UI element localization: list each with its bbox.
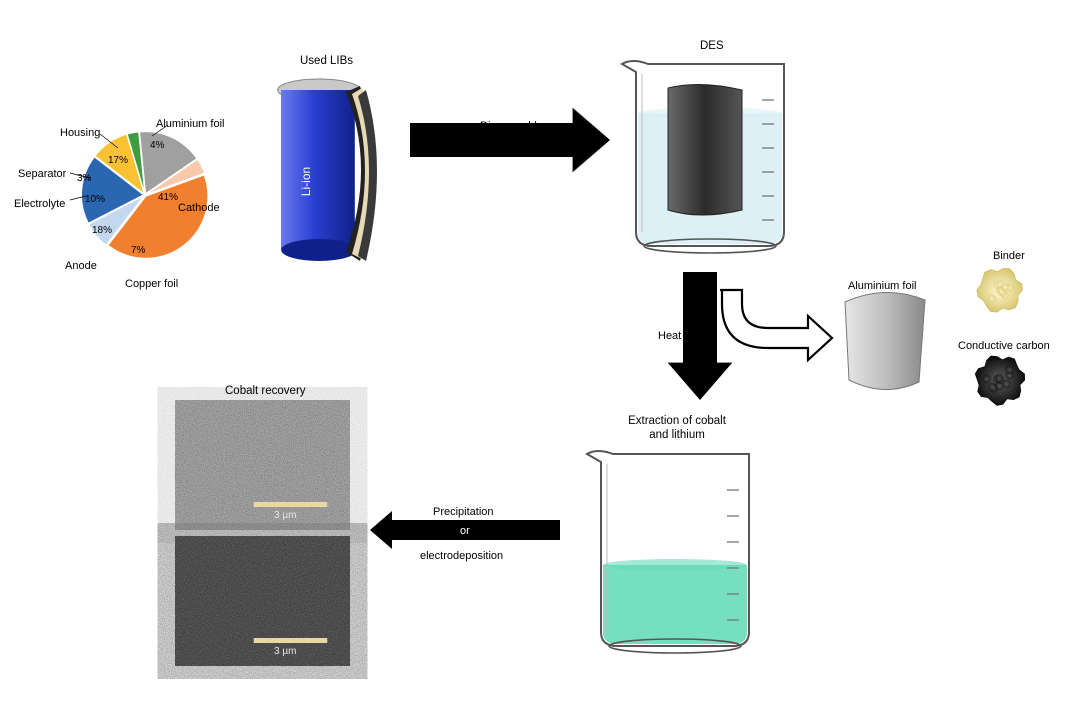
- svg-text:3 µm: 3 µm: [274, 646, 296, 657]
- arrow-disassemble-label: Disassemble: [480, 120, 543, 132]
- pie-label-cathode: Cathode: [178, 202, 220, 214]
- pie-label-anode: Anode: [65, 260, 97, 272]
- battery-illustration: Li-ion: [278, 79, 377, 261]
- pie-pct-electrolyte: 10%: [85, 194, 105, 205]
- beaker-extraction: [587, 451, 749, 653]
- pie-pct-cathode: 41%: [158, 192, 178, 203]
- pie-pct-housing: 17%: [108, 155, 128, 166]
- binder-label: Binder: [993, 250, 1025, 262]
- svg-text:3 µm: 3 µm: [274, 510, 296, 521]
- arrow-recovery-or: or: [460, 525, 470, 537]
- pie-pct-copper: 7%: [131, 245, 145, 256]
- pie-chart: [70, 125, 208, 258]
- pie-label-copper: Copper foil: [125, 278, 178, 290]
- separation-pipe: [720, 290, 832, 360]
- pie-pct-separator: 3%: [77, 173, 91, 184]
- diagram-canvas: Li-ion 3 µm 3 µm: [0, 0, 1076, 703]
- pie-label-electrolyte: Electrolyte: [14, 198, 65, 210]
- pie-label-separator: Separator: [18, 168, 66, 180]
- pie-label-housing: Housing: [60, 127, 100, 139]
- arrow-recovery-label1: Precipitation: [433, 506, 494, 518]
- svg-text:Li-ion: Li-ion: [299, 167, 313, 196]
- cobalt-recovery-title: Cobalt recovery: [225, 385, 306, 397]
- pie-label-alfoil: Aluminium foil: [156, 118, 224, 130]
- aluminium-foil: [845, 292, 925, 389]
- pie-pct-anode: 18%: [92, 225, 112, 236]
- arrow-disassemble: [410, 108, 610, 173]
- arrow-recovery-label2: electrodeposition: [420, 550, 503, 562]
- pie-pct-alfoil: 4%: [150, 140, 164, 151]
- carbon-label: Conductive carbon: [958, 340, 1050, 352]
- cobalt-recovery-images: 3 µm 3 µm: [175, 400, 350, 666]
- carbon-blob: [975, 356, 1025, 405]
- battery-title: Used LIBs: [300, 55, 353, 67]
- beaker-extraction-title: Extraction of cobalt and lithium: [617, 415, 737, 443]
- binder-blob: [977, 268, 1023, 312]
- beaker-extraction-title-text: Extraction of cobalt and lithium: [628, 415, 726, 441]
- arrow-heat-label: Heat: [658, 330, 681, 342]
- beaker-des: [622, 61, 784, 253]
- beaker-des-title: DES: [700, 40, 724, 52]
- aluminium-foil-label: Aluminium foil: [848, 280, 916, 292]
